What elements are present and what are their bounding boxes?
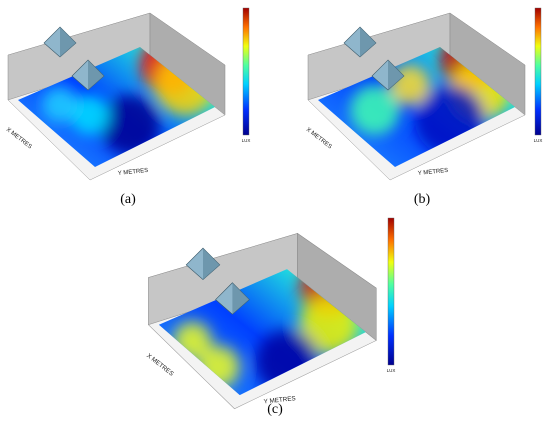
y-axis-label: Y METRES	[263, 395, 296, 405]
roof-window-face	[232, 282, 250, 315]
panel-label: (c)	[267, 402, 283, 417]
x-axis-label: X METRES	[305, 127, 333, 151]
colorbar-unit: LUX	[242, 138, 251, 143]
surface-plot: X METRES Y METRES	[5, 12, 226, 181]
roof-window-face	[88, 60, 104, 90]
y-axis-label: Y METRES	[118, 168, 149, 177]
surface-plot: X METRES Y METRES	[145, 232, 377, 410]
x-axis-label: X METRES	[145, 352, 175, 377]
colorbar	[242, 7, 250, 136]
roof-window-face	[388, 60, 404, 90]
surface-blob	[70, 95, 110, 135]
colorbar-unit: LUX	[387, 368, 396, 373]
x-axis-label: X METRES	[5, 127, 33, 151]
roof-window-face	[60, 27, 76, 57]
surface-blob	[350, 85, 400, 135]
colorbar-unit: LUX	[534, 138, 543, 143]
y-axis-label: Y METRES	[418, 168, 449, 177]
surface-plot: X METRES Y METRES	[305, 12, 526, 181]
colorbar	[387, 217, 395, 366]
panel-label: (a)	[120, 192, 136, 207]
surface-blob	[42, 87, 78, 123]
surface-blob	[100, 95, 160, 155]
colorbar	[534, 7, 542, 136]
roof-window-face	[203, 248, 220, 280]
panel-label: (b)	[414, 192, 431, 207]
roof-window-face	[360, 27, 376, 57]
